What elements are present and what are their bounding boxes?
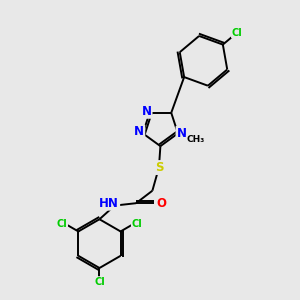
Text: Cl: Cl — [94, 277, 105, 287]
Text: HN: HN — [99, 197, 119, 210]
Text: N: N — [142, 105, 152, 118]
Text: N: N — [134, 125, 144, 138]
Text: O: O — [156, 197, 166, 210]
Text: CH₃: CH₃ — [187, 135, 205, 144]
Text: S: S — [155, 161, 163, 174]
Text: N: N — [176, 127, 187, 140]
Text: Cl: Cl — [232, 28, 243, 38]
Text: Cl: Cl — [132, 220, 142, 230]
Text: Cl: Cl — [56, 220, 67, 230]
